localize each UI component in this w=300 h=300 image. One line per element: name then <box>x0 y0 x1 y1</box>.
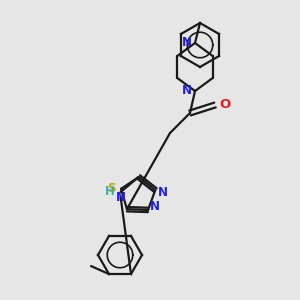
Text: N: N <box>182 37 192 50</box>
Text: H: H <box>105 184 115 197</box>
Text: N: N <box>116 190 126 203</box>
Text: N: N <box>150 200 160 213</box>
Text: O: O <box>219 98 230 112</box>
Text: N: N <box>158 185 168 199</box>
Text: N: N <box>182 85 192 98</box>
Text: S: S <box>108 182 116 195</box>
